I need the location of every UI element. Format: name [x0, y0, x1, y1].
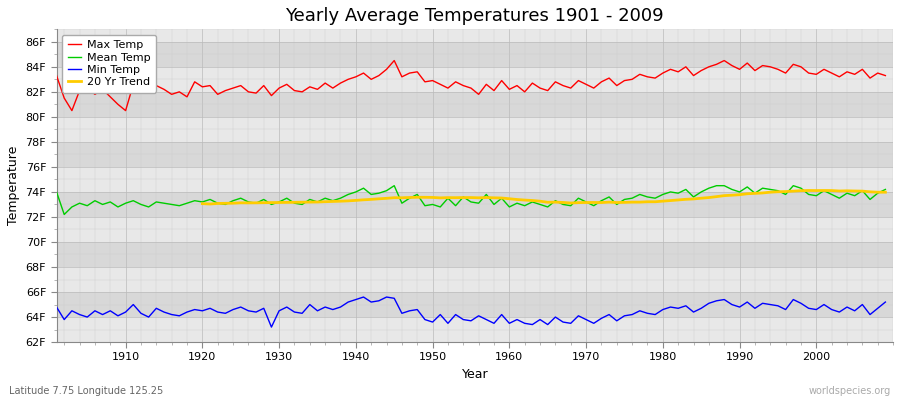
Min Temp: [519, 321, 530, 326]
Line: Max Temp: Max Temp: [57, 60, 886, 111]
Bar: [57, 242, 893, 267]
Text: worldspecies.org: worldspecies.org: [809, 386, 891, 396]
Max Temp: [67, 108, 77, 113]
20 Yr Trend: [204, 202, 215, 206]
Max Temp: [519, 90, 530, 94]
Min Temp: [112, 314, 123, 318]
Title: Yearly Average Temperatures 1901 - 2009: Yearly Average Temperatures 1901 - 2009: [285, 7, 664, 25]
Max Temp: [880, 73, 891, 78]
Line: Min Temp: Min Temp: [57, 297, 886, 327]
20 Yr Trend: [803, 188, 814, 193]
Max Temp: [289, 88, 300, 93]
20 Yr Trend: [680, 197, 691, 202]
Mean Temp: [121, 201, 131, 206]
20 Yr Trend: [772, 189, 783, 194]
Max Temp: [51, 73, 62, 78]
Line: Mean Temp: Mean Temp: [57, 186, 886, 214]
Mean Temp: [511, 201, 522, 206]
Min Temp: [880, 300, 891, 304]
Bar: [57, 192, 893, 217]
Mean Temp: [58, 212, 69, 217]
Max Temp: [335, 81, 346, 86]
Min Temp: [511, 317, 522, 322]
Mean Temp: [880, 187, 891, 192]
Min Temp: [335, 305, 346, 310]
Mean Temp: [51, 190, 62, 194]
Max Temp: [389, 58, 400, 63]
Bar: [57, 217, 893, 242]
Bar: [57, 292, 893, 317]
Max Temp: [611, 83, 622, 88]
Line: 20 Yr Trend: 20 Yr Trend: [202, 190, 886, 204]
Max Temp: [511, 83, 522, 88]
Mean Temp: [335, 196, 346, 200]
Bar: [57, 142, 893, 167]
Mean Temp: [519, 203, 530, 208]
Bar: [57, 267, 893, 292]
Min Temp: [611, 318, 622, 323]
Max Temp: [121, 108, 131, 113]
Bar: [57, 67, 893, 92]
Min Temp: [51, 305, 62, 310]
Legend: Max Temp, Mean Temp, Min Temp, 20 Yr Trend: Max Temp, Mean Temp, Min Temp, 20 Yr Tre…: [62, 35, 156, 93]
Bar: [57, 317, 893, 342]
Min Temp: [358, 295, 369, 300]
Bar: [57, 167, 893, 192]
Text: Latitude 7.75 Longitude 125.25: Latitude 7.75 Longitude 125.25: [9, 386, 163, 396]
Mean Temp: [611, 202, 622, 207]
Bar: [57, 117, 893, 142]
Bar: [57, 42, 893, 67]
20 Yr Trend: [412, 195, 423, 200]
X-axis label: Year: Year: [462, 368, 488, 381]
20 Yr Trend: [788, 189, 798, 194]
20 Yr Trend: [865, 190, 876, 194]
Min Temp: [289, 310, 300, 314]
20 Yr Trend: [880, 190, 891, 194]
Mean Temp: [289, 201, 300, 206]
20 Yr Trend: [297, 200, 308, 204]
Y-axis label: Temperature: Temperature: [7, 146, 20, 225]
Bar: [57, 92, 893, 117]
Mean Temp: [389, 183, 400, 188]
20 Yr Trend: [197, 201, 208, 206]
Min Temp: [266, 325, 277, 330]
